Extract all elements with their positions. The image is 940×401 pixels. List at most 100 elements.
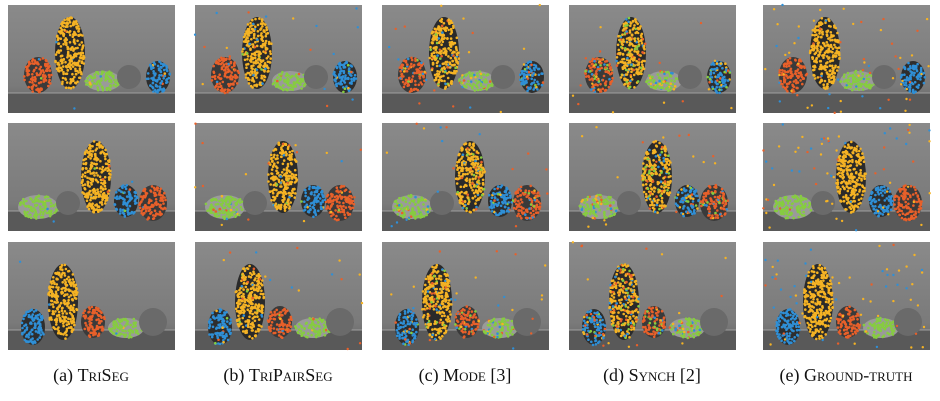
feature-point (533, 205, 536, 208)
feature-point (256, 69, 258, 71)
feature-point (386, 152, 388, 154)
feature-point (702, 196, 705, 199)
feature-point (27, 65, 30, 68)
feature-point (461, 74, 464, 77)
feature-point (618, 39, 621, 42)
feature-point (846, 84, 848, 86)
feature-point (75, 21, 78, 24)
feature-point (477, 162, 480, 165)
feature-point (629, 80, 632, 83)
feature-point (516, 195, 519, 198)
feature-point (903, 73, 906, 76)
feature-point (651, 193, 654, 196)
feature-point (669, 82, 672, 85)
feature-point (653, 198, 656, 201)
feature-point (639, 25, 642, 28)
feature-point (722, 85, 725, 88)
feature-point (677, 191, 680, 194)
feature-point (626, 81, 629, 84)
feature-point (452, 54, 455, 57)
feature-point (116, 195, 119, 198)
feature-point (402, 75, 405, 78)
feature-point (630, 58, 633, 61)
feature-point (419, 67, 422, 70)
feature-point (34, 61, 37, 64)
feature-point (289, 88, 292, 91)
feature-point (837, 51, 840, 54)
feature-point (624, 47, 627, 50)
feature-point (72, 86, 75, 89)
feature-point (437, 191, 439, 193)
feature-point (254, 46, 257, 49)
feature-point (823, 54, 826, 57)
feature-point (104, 200, 107, 203)
feature-point (340, 197, 343, 200)
feature-point (622, 53, 625, 56)
feature-point (90, 183, 93, 186)
feature-point (475, 169, 478, 172)
feature-point (23, 210, 26, 213)
feature-point (431, 69, 434, 72)
feature-point (348, 72, 351, 75)
feature-point (493, 188, 496, 191)
feature-point (861, 95, 863, 97)
feature-point (80, 34, 83, 37)
feature-point (587, 205, 590, 208)
feature-point (157, 187, 160, 190)
feature-point (357, 26, 359, 28)
feature-point (61, 22, 64, 25)
feature-point (472, 147, 475, 150)
feature-point (339, 67, 342, 70)
feature-point (826, 83, 829, 86)
feature-point (221, 195, 224, 198)
feature-point (284, 151, 287, 154)
feature-point (655, 195, 658, 198)
feature-point (608, 63, 611, 66)
feature-point (528, 192, 531, 195)
feature-point (298, 73, 301, 76)
feature-point (658, 80, 661, 83)
feature-point (234, 198, 237, 201)
feature-point (633, 74, 636, 77)
feature-point (154, 194, 157, 197)
feature-point (450, 41, 453, 44)
feature-point (637, 37, 640, 40)
feature-point (295, 80, 298, 83)
feature-point (422, 203, 425, 206)
feature-point (276, 194, 279, 197)
feature-point (663, 73, 666, 76)
feature-point (163, 88, 166, 91)
feature-point (60, 55, 63, 58)
feature-point (483, 188, 486, 191)
feature-point (263, 79, 266, 82)
feature-point (267, 70, 270, 73)
feature-point (273, 154, 276, 157)
feature-point (636, 23, 639, 26)
feature-point (254, 41, 257, 44)
feature-point (89, 190, 92, 193)
feature-point (308, 185, 311, 188)
feature-point (40, 81, 43, 84)
feature-point (216, 215, 219, 218)
feature-point (797, 72, 800, 75)
feature-point (396, 213, 399, 216)
feature-point (250, 60, 253, 63)
feature-point (128, 192, 131, 195)
feature-point (234, 80, 237, 83)
feature-point (617, 62, 620, 65)
feature-point (152, 76, 155, 79)
feature-point (93, 162, 96, 165)
feature-point (56, 35, 59, 38)
feature-point (101, 85, 104, 88)
feature-point (152, 82, 155, 85)
feature-point (294, 192, 297, 195)
feature-point (333, 53, 335, 55)
feature-point (98, 141, 101, 144)
feature-point (648, 149, 651, 152)
feature-point (233, 211, 236, 214)
feature-point (815, 25, 818, 28)
feature-point (278, 191, 281, 194)
feature-point (286, 177, 289, 180)
feature-point (860, 85, 863, 88)
feature-point (267, 173, 270, 176)
